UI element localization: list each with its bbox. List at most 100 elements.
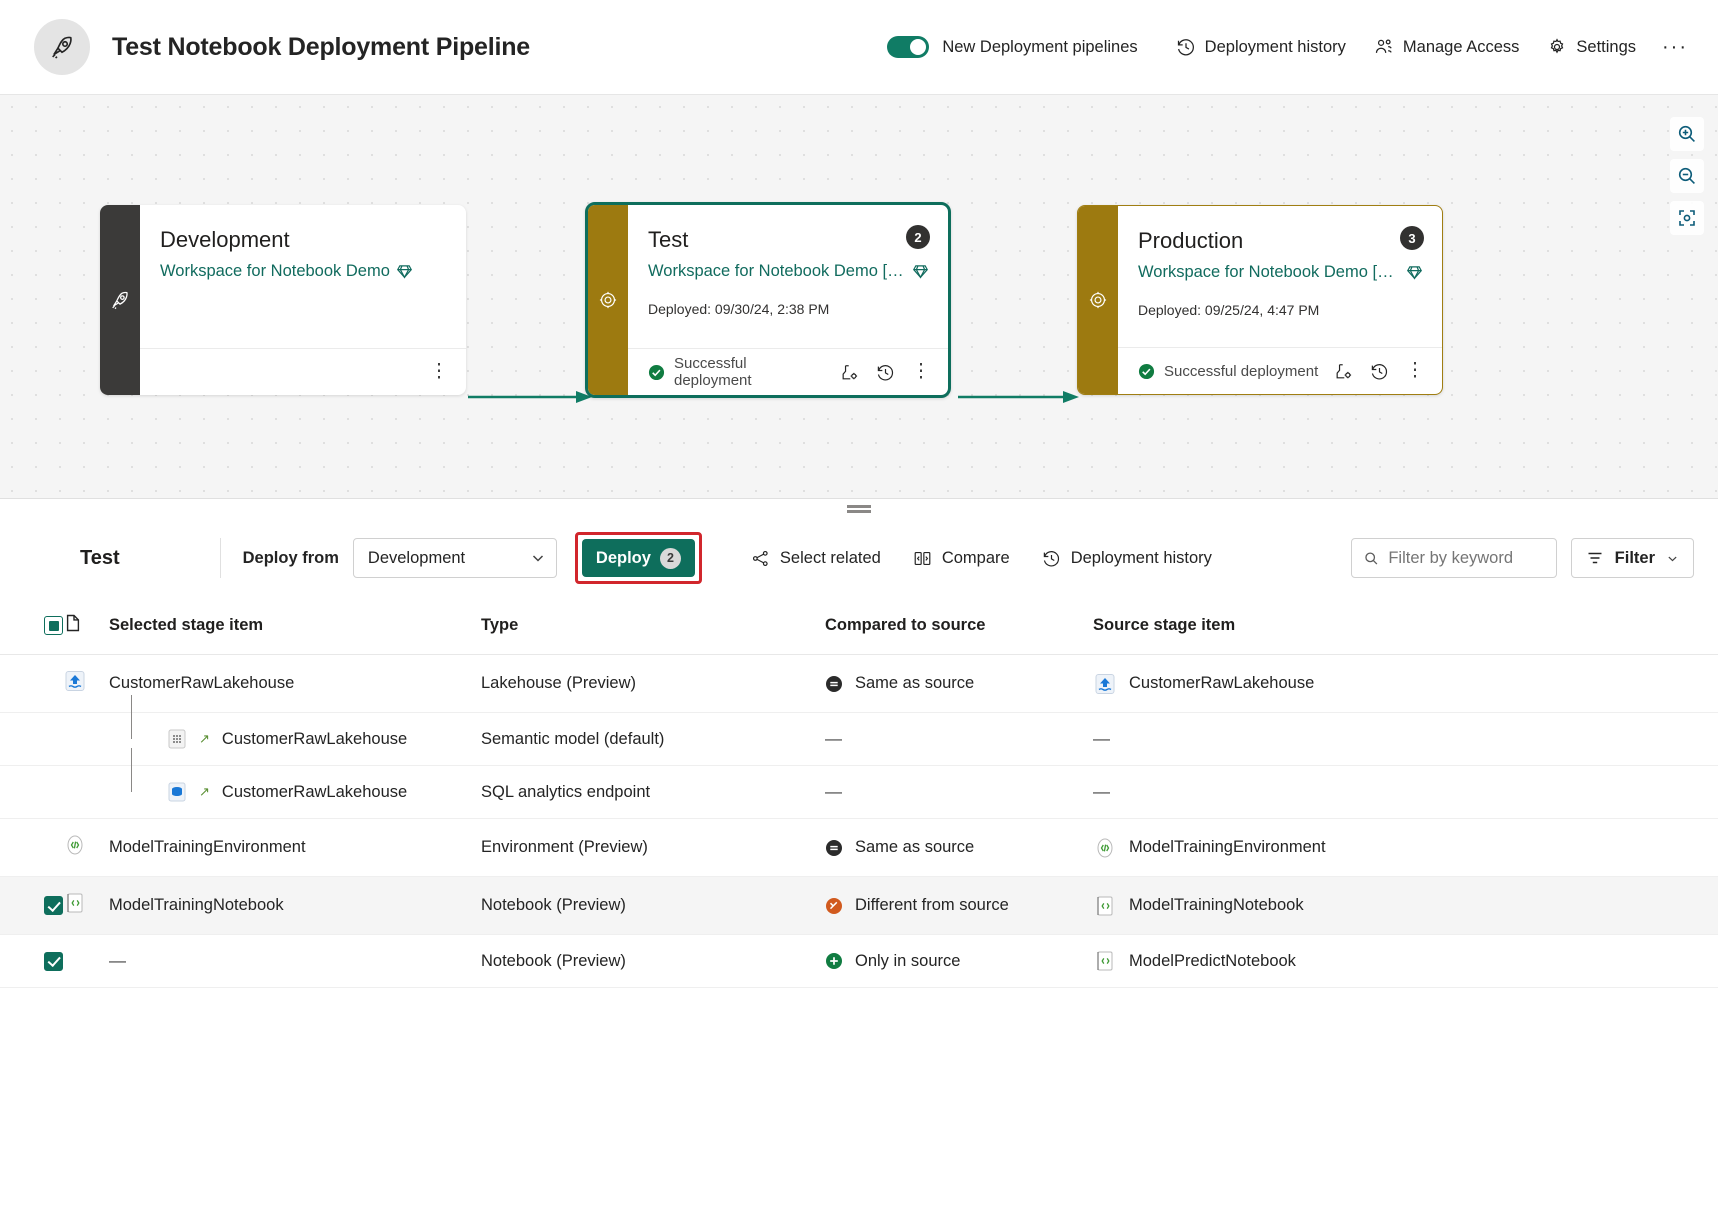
row-source-name: ModelTrainingEnvironment: [1129, 838, 1326, 856]
table-row[interactable]: — Notebook (Preview) Only in source: [0, 934, 1718, 988]
row-compare-label: —: [825, 729, 842, 748]
rocket-icon: [112, 291, 128, 310]
row-select-cell: [0, 654, 63, 713]
manage-access-button[interactable]: Manage Access: [1360, 29, 1533, 65]
stage-deployment-status: Successful deployment: [1138, 363, 1318, 380]
row-item-icon-cell: [63, 654, 109, 713]
filter-icon: [1588, 552, 1602, 564]
row-type-cell: Environment (Preview): [481, 818, 825, 877]
select-related-button[interactable]: Select related: [738, 540, 894, 577]
source-stage-value: Development: [367, 548, 466, 567]
row-item-name: ModelTrainingEnvironment: [109, 838, 306, 856]
stage-item-count-badge: 2: [906, 225, 930, 249]
stage-card-production[interactable]: 3 Production Workspace for Notebook Demo…: [1077, 205, 1443, 395]
select-all-checkbox[interactable]: [44, 616, 63, 635]
row-compare-label: Only in source: [855, 951, 961, 970]
row-source-name: ModelTrainingNotebook: [1129, 896, 1304, 914]
more-options-button[interactable]: ···: [1662, 36, 1688, 58]
stage-workspace-link[interactable]: Workspace for Notebook Demo [Test]: [648, 262, 928, 281]
stage-workspace-link[interactable]: Workspace for Notebook Demo: [160, 262, 446, 281]
row-item-name: ModelTrainingNotebook: [109, 896, 284, 914]
stage-toolbar-actions: Select related Compare Deployment histor…: [738, 540, 1225, 577]
pipeline-canvas[interactable]: Development Workspace for Notebook Demo …: [0, 95, 1718, 499]
select-related-label: Select related: [779, 548, 881, 567]
table-row[interactable]: ↗ CustomerRawLakehouse SQL analytics end…: [0, 748, 1718, 819]
gem-icon: [396, 265, 412, 279]
row-item-icon-cell: [63, 876, 109, 935]
deployment-status-icon: [1089, 291, 1107, 309]
search-input[interactable]: [1388, 548, 1544, 568]
stage-bar-development: [100, 205, 140, 395]
fit-to-screen-button[interactable]: [1670, 201, 1704, 235]
row-type-cell: SQL analytics endpoint: [481, 765, 825, 819]
canvas-zoom-tools: [1670, 117, 1704, 235]
deployment-status-icon: [599, 291, 617, 309]
new-pipelines-toggle-wrap[interactable]: New Deployment pipelines: [887, 36, 1138, 58]
row-item-name: —: [109, 951, 126, 970]
stage-footer-development: ⋮: [140, 348, 466, 395]
deployment-history-button[interactable]: Deployment history: [1162, 29, 1360, 65]
stage-card-test[interactable]: 2 Test Workspace for Notebook Demo [Test…: [585, 202, 951, 398]
row-compare-cell: Same as source: [825, 818, 1093, 877]
stage-more-options-button[interactable]: ⋮: [1405, 360, 1425, 381]
table-row[interactable]: CustomerRawLakehouse Lakehouse (Preview)…: [0, 654, 1718, 713]
row-item-icon-cell: [63, 818, 109, 877]
only-in-source-icon: [826, 953, 842, 969]
environment-icon: [67, 835, 83, 855]
history-icon: [1371, 363, 1387, 379]
fit-to-screen-icon: [1679, 210, 1695, 226]
semantic-model-icon: [168, 729, 186, 749]
stage-history-button[interactable]: [870, 357, 900, 387]
row-select-cell: [0, 876, 63, 935]
compare-button[interactable]: Compare: [900, 540, 1023, 577]
deploy-count-badge: 2: [659, 547, 681, 569]
deployment-rules-button[interactable]: [1328, 356, 1358, 386]
notebook-icon: [1097, 951, 1113, 971]
settings-button[interactable]: Settings: [1533, 29, 1650, 65]
zoom-out-button[interactable]: [1670, 159, 1704, 193]
stage-workspace-name: Workspace for Notebook Demo [Pro...: [1138, 263, 1400, 281]
stage-card-development[interactable]: Development Workspace for Notebook Demo …: [100, 205, 466, 395]
deployment-history-label: Deployment history: [1204, 37, 1346, 56]
row-source-cell: CustomerRawLakehouse: [1093, 654, 1718, 713]
pipeline-avatar: [34, 19, 90, 75]
same-as-source-icon: [826, 839, 842, 856]
table-row[interactable]: ModelTrainingEnvironment Environment (Pr…: [0, 818, 1718, 877]
deployment-rules-button[interactable]: [834, 357, 864, 387]
row-compare-label: —: [825, 782, 842, 801]
row-source-cell: —: [1093, 765, 1718, 819]
row-source-cell: ModelPredictNotebook: [1093, 934, 1718, 988]
select-all-header: [0, 597, 63, 655]
row-item-icon-cell: [63, 712, 109, 766]
stage-deployed-time: Deployed: 09/30/24, 2:38 PM: [648, 301, 830, 317]
table-row[interactable]: ModelTrainingNotebook Notebook (Preview)…: [0, 876, 1718, 935]
new-pipelines-toggle[interactable]: [887, 36, 930, 58]
deploy-button[interactable]: Deploy 2: [581, 539, 695, 577]
same-as-source-icon: [826, 675, 842, 692]
stage-more-options-button[interactable]: ⋮: [429, 361, 449, 382]
row-compare-cell: Same as source: [825, 654, 1093, 713]
table-row[interactable]: ↗ CustomerRawLakehouse Semantic model (d…: [0, 695, 1718, 766]
document-icon: [66, 614, 80, 632]
notebook-icon: [1097, 896, 1113, 915]
row-checkbox[interactable]: [44, 896, 63, 915]
filter-button[interactable]: Filter: [1570, 538, 1694, 578]
row-compare-cell: —: [825, 712, 1093, 766]
new-pipelines-toggle-label: New Deployment pipelines: [942, 37, 1138, 56]
stage-history-button[interactable]: [1364, 356, 1394, 386]
row-type-cell: Notebook (Preview): [481, 934, 825, 988]
zoom-in-button[interactable]: [1670, 117, 1704, 151]
stage-workspace-link[interactable]: Workspace for Notebook Demo [Pro...: [1138, 263, 1422, 282]
row-source-cell: ModelTrainingNotebook: [1093, 876, 1718, 935]
app-header: Test Notebook Deployment Pipeline New De…: [0, 0, 1718, 95]
selected-stage-item-header: Selected stage item: [109, 597, 481, 655]
filter-label: Filter: [1614, 548, 1655, 567]
shortcut-icon: ↗: [199, 731, 210, 746]
keyword-filter-box[interactable]: [1350, 538, 1557, 578]
stage-more-options-button[interactable]: ⋮: [911, 361, 931, 382]
source-stage-select[interactable]: Development: [352, 538, 557, 578]
row-checkbox[interactable]: [44, 951, 63, 971]
deploy-button-highlight: Deploy 2: [574, 532, 702, 584]
panel-splitter[interactable]: [0, 499, 1718, 519]
stage-deployment-history-button[interactable]: Deployment history: [1029, 540, 1225, 577]
